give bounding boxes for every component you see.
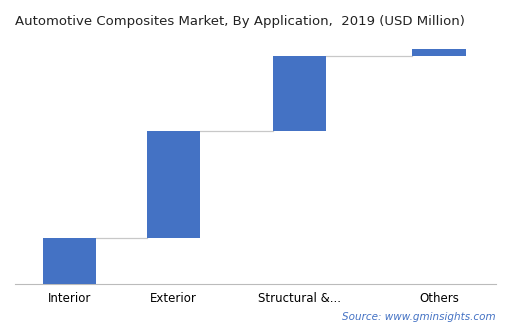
- Bar: [43, 238, 96, 284]
- Bar: [147, 131, 200, 238]
- Text: Source: www.gminsights.com: Source: www.gminsights.com: [342, 312, 496, 322]
- Bar: [412, 49, 466, 56]
- Text: Automotive Composites Market, By Application,  2019 (USD Million): Automotive Composites Market, By Applica…: [15, 15, 465, 28]
- Bar: [273, 56, 327, 131]
